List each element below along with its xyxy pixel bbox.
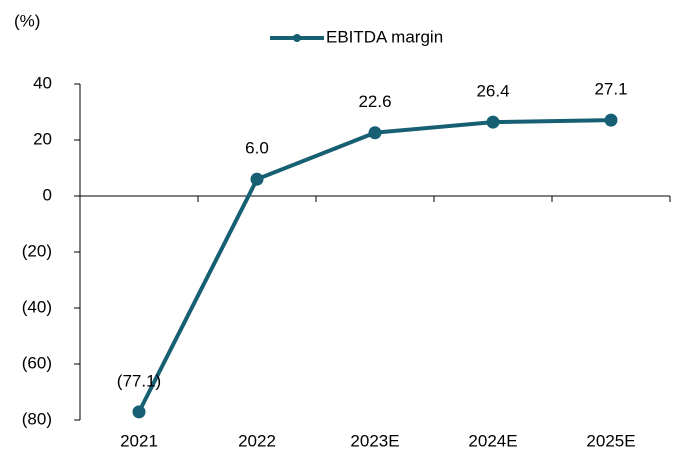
point	[604, 113, 618, 127]
x-tick-label: 2023E	[350, 431, 399, 450]
x-tick-label: 2021	[120, 431, 158, 450]
data-label: 27.1	[594, 80, 627, 99]
y-tick-label: 20	[33, 129, 52, 148]
legend-marker	[293, 34, 301, 42]
point	[486, 115, 500, 129]
y-tick-label: 40	[33, 73, 52, 92]
y-tick-label: (60)	[22, 353, 52, 372]
line	[137, 118, 612, 413]
y-tick-label: (20)	[22, 241, 52, 260]
x-tick-label: 2025E	[586, 431, 635, 450]
y-tick-label: (80)	[22, 409, 52, 428]
point	[250, 172, 264, 186]
point	[132, 405, 146, 419]
point	[368, 126, 382, 140]
y-tick-label: 0	[43, 185, 52, 204]
data-label: (77.1)	[117, 371, 161, 390]
data-label: 26.4	[476, 82, 509, 101]
y-axis-label: (%)	[14, 11, 40, 30]
y-tick-label: (40)	[22, 297, 52, 316]
legend-label: EBITDA margin	[326, 27, 443, 46]
x-tick-label: 2024E	[468, 431, 517, 450]
data-label: 22.6	[358, 92, 391, 111]
x-tick-label: 2022	[238, 431, 276, 450]
data-label: 6.0	[245, 139, 269, 158]
